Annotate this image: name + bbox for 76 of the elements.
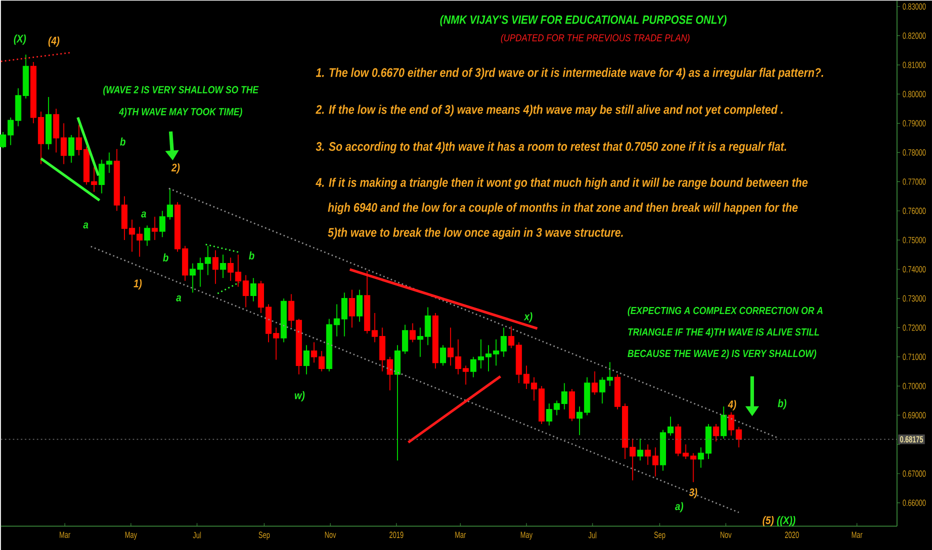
annotation: a <box>83 222 88 228</box>
annotation: 2) <box>171 163 180 174</box>
y-tick-label: 0.81000 <box>902 62 926 68</box>
candlestick <box>348 289 356 328</box>
candlestick <box>280 298 287 343</box>
candlestick <box>220 254 226 278</box>
candlestick <box>68 134 74 164</box>
candlestick <box>637 438 644 461</box>
y-tick-label: 0.70000 <box>902 382 926 390</box>
y-tick-label: 0.73000 <box>902 295 926 302</box>
annotation: b) <box>778 399 786 410</box>
annotation: b <box>248 251 254 260</box>
annotation: 4. If it is making a triangle then it wont go that much high and it will be range bound between the high 6940 and the low for a couple of months in that zone and then break will happen for the 5)th wave to break the low once again in 3 wave structure. <box>316 178 808 240</box>
y-tick-label: 0.75000 <box>902 236 926 244</box>
ref-line-label: 0.68175 <box>900 436 924 442</box>
candlestick <box>592 370 598 396</box>
annotation: ((X)) <box>777 516 796 526</box>
candlestick <box>356 289 363 322</box>
y-tick-label: 0.82000 <box>902 32 926 39</box>
x-tick-label: Mar <box>60 532 70 538</box>
annotation: 1. The low 0.6670 either end of 3)rd wave or it is intermediate wave for 4) as a irregular flat pattern?. <box>316 68 824 80</box>
annotation: (5) <box>762 516 774 526</box>
text: (UPDATED FOR THE PREVIOUS TRADE PLAN) <box>501 34 690 44</box>
annotation: (4) <box>48 36 60 47</box>
candlestick <box>410 322 416 343</box>
candlestick <box>144 224 150 246</box>
annotation: a) <box>675 502 684 512</box>
candlestick <box>568 388 575 422</box>
candlestick <box>152 216 158 240</box>
annotation: a <box>141 211 146 218</box>
y-tick-label: 0.71000 <box>902 354 926 360</box>
text: (WAVE 2 IS VERY SHALLOW SO THE 4)TH WAVE MAY TOOK TIME) <box>103 86 259 118</box>
x-tick-label: Jul <box>588 532 596 538</box>
x-tick-label: Nov <box>325 532 336 538</box>
y-tick-label: 0.76000 <box>902 208 926 214</box>
x-tick-label: 2020 <box>785 532 799 538</box>
x-tick-label: May <box>520 532 533 540</box>
candlestick <box>303 344 310 375</box>
y-tick-label: 0.77000 <box>902 178 926 185</box>
annotation: 4) <box>728 400 736 410</box>
annotation: 3) <box>689 488 698 498</box>
y-tick-label: 0.74000 <box>902 266 926 272</box>
y-tick-label: 0.67000 <box>902 470 926 477</box>
y-tick-label: 0.69000 <box>902 412 926 418</box>
y-tick-label: 0.66000 <box>902 500 926 506</box>
annotation: (X) <box>14 34 26 45</box>
y-tick-label: 0.79000 <box>902 120 926 126</box>
x-tick-label: Sep <box>258 532 270 540</box>
candlestick <box>440 344 446 366</box>
x-tick-label: May <box>125 532 138 540</box>
candlestick <box>432 312 438 369</box>
annotation: 1) <box>134 279 142 290</box>
candlestick <box>250 278 256 302</box>
y-tick-label: 0.78000 <box>902 149 926 156</box>
y-tick-label: 0.83000 <box>902 3 926 10</box>
text: (NMK VIJAY'S VIEW FOR EDUCATIONAL PURPOSE ONLY) <box>440 15 727 26</box>
annotation: a <box>176 295 182 302</box>
x-tick-label: Mar <box>455 532 466 538</box>
annotation: w) <box>294 391 305 402</box>
y-tick-label: 0.80000 <box>902 90 926 98</box>
annotation: (EXPECTING A COMPLEX CORRECTION OR A TRIANGLE IF THE 4)TH WAVE IS ALIVE STILL BECAUSE THE WAVE 2) IS VERY SHALLOW) <box>628 306 823 360</box>
candlestick <box>713 423 720 442</box>
annotation: b <box>120 137 126 146</box>
y-tick-label: 0.72000 <box>902 324 926 331</box>
x-tick-label: Mar <box>852 532 862 538</box>
candlestick <box>720 406 727 439</box>
annotation: 2. If the low is the end of 3) wave means 4)th wave may be still alive and not yet completed . <box>316 104 783 116</box>
annotation: x) <box>524 312 532 322</box>
x-tick-label: Nov <box>720 532 732 538</box>
x-tick-label: Sep <box>654 532 666 540</box>
x-tick-label: 2019 <box>390 532 404 538</box>
candlestick <box>212 250 218 284</box>
annotation: 3. So according to that 4)th wave it has a room to retest that 0.7050 zone if it is a regualr flat. <box>316 142 786 154</box>
candlestick <box>46 96 52 150</box>
annotation: b <box>163 253 168 262</box>
x-tick-label: Jul <box>192 532 201 538</box>
